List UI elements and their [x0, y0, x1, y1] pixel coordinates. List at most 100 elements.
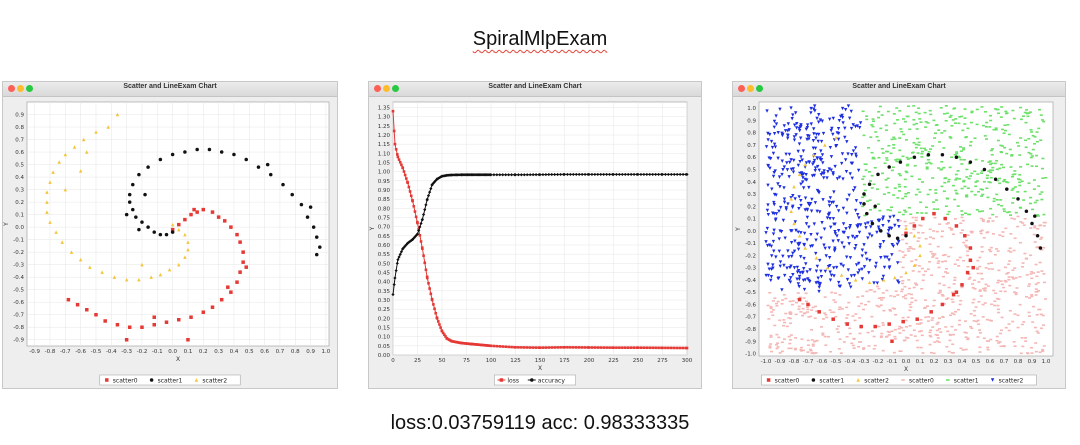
- scatter0-region-point: [794, 347, 798, 350]
- scatter1-region-point: [976, 190, 980, 193]
- scatter0-region-point: [800, 338, 804, 340]
- scatter1-point: [926, 153, 931, 157]
- scatter2-point: [88, 265, 92, 269]
- x-tick-label: -0.5: [831, 359, 842, 365]
- y-tick-label: 0.65: [378, 234, 391, 240]
- scatter0-region-point: [900, 288, 904, 291]
- scatter0-region-point: [789, 322, 793, 325]
- scatter0-region-point: [807, 316, 811, 318]
- scatter2-region-point: [846, 104, 851, 108]
- zoom-window-icon[interactable]: [756, 85, 763, 92]
- zoom-window-icon[interactable]: [392, 85, 399, 92]
- scatter0-region-point: [787, 317, 791, 319]
- scatter0-region-point: [931, 253, 935, 255]
- scatter2-region-point: [782, 200, 787, 205]
- accuracy-point: [544, 172, 548, 177]
- close-window-icon[interactable]: [8, 85, 15, 92]
- scatter2-point: [51, 170, 55, 174]
- scatter2-region-point: [819, 149, 823, 153]
- scatter2-region-point: [893, 223, 897, 228]
- scatter1-region-point: [931, 145, 935, 147]
- scatter0-region-point: [914, 216, 918, 219]
- loss-point: [621, 346, 624, 349]
- scatter2-region-point: [803, 165, 807, 169]
- scatter1-region-point: [1042, 120, 1046, 123]
- y-tick-label: 0.2: [747, 204, 756, 210]
- scatter1-region-point: [924, 120, 928, 123]
- scatter0-region-point: [901, 296, 905, 298]
- scatter0-region-point: [992, 289, 996, 292]
- minimize-window-icon[interactable]: [17, 85, 24, 92]
- scatter1-region-point: [984, 111, 988, 113]
- scatter0-region-point: [921, 279, 925, 282]
- y-tick-label: 0.4: [15, 175, 24, 181]
- scatter0-region-point: [1008, 260, 1012, 262]
- scatter1-region-point: [943, 130, 947, 132]
- scatter0-region-point: [827, 335, 831, 338]
- scatter0-region-point: [909, 293, 913, 296]
- scatter0-region-point: [1034, 288, 1038, 290]
- close-window-icon[interactable]: [738, 85, 745, 92]
- window-titlebar[interactable]: Scatter and LineExam Chart: [3, 82, 337, 97]
- x-axis-label: X: [904, 366, 908, 373]
- scatter1-region-point: [987, 170, 991, 173]
- scatter2-region-point: [844, 255, 849, 259]
- minimize-window-icon[interactable]: [383, 85, 390, 92]
- window-titlebar[interactable]: Scatter and LineExam Chart: [733, 82, 1065, 97]
- scatter0-region-point: [900, 290, 904, 293]
- scatter0-region-point: [780, 341, 784, 344]
- scatter1-region-point: [940, 132, 944, 134]
- scatter2-region-point: [797, 142, 802, 146]
- loss-point: [525, 346, 529, 349]
- scatter2-point: [177, 262, 181, 267]
- scatter0-region-point: [789, 347, 793, 350]
- scatter2-region-point: [881, 240, 886, 244]
- window-titlebar[interactable]: Scatter and LineExam Chart: [369, 82, 701, 97]
- scatter1-region-point: [945, 112, 949, 115]
- scatter1-region-point: [886, 209, 890, 211]
- scatter1-region-point: [943, 177, 947, 180]
- scatter2-region-point: [882, 265, 887, 270]
- scatter2-region-point: [771, 211, 775, 215]
- scatter0-region-point: [1042, 246, 1046, 249]
- scatter0-region-point: [854, 313, 858, 315]
- scatter2-point: [170, 222, 175, 227]
- scatter0-region-point: [995, 248, 999, 250]
- scatter0-region-point: [977, 300, 981, 303]
- scatter1-region-point: [861, 196, 865, 199]
- scatter1-region-point: [950, 124, 954, 127]
- accuracy-point: [513, 173, 518, 177]
- scatter1-region-point: [958, 116, 962, 118]
- scatter0-region-point: [806, 308, 810, 311]
- scatter1-region-point: [1018, 174, 1022, 176]
- scatter0-point: [152, 322, 156, 327]
- scatter1-region-point: [871, 120, 875, 123]
- y-tick-label: 0.7: [15, 138, 24, 144]
- scatter1-region-point: [963, 117, 967, 119]
- scatter1-region-point: [967, 213, 971, 216]
- minimize-window-icon[interactable]: [747, 85, 754, 92]
- scatter0-region-point: [821, 332, 825, 335]
- scatter2-region-point: [801, 176, 805, 180]
- y-tick-label: -0.4: [13, 275, 24, 281]
- scatter1-region-point: [975, 180, 979, 182]
- scatter1-region-point: [896, 197, 900, 199]
- scatter0-point: [912, 224, 917, 228]
- scatter0-region-point: [907, 287, 911, 290]
- scatter2-region-point: [848, 256, 853, 260]
- scatter0-region-point: [850, 342, 854, 345]
- zoom-window-icon[interactable]: [26, 85, 33, 92]
- scatter2-region-point: [854, 152, 858, 157]
- scatter0-region-point: [810, 309, 814, 311]
- scatter0-region-point: [845, 306, 849, 309]
- x-tick-label: -0.9: [29, 349, 40, 355]
- y-tick-label: -0.2: [13, 250, 24, 256]
- scatter2-region-point: [800, 158, 804, 162]
- scatter2-region-point: [789, 106, 793, 110]
- scatter2-region-point: [813, 201, 818, 205]
- scatter0-region-point: [928, 343, 932, 346]
- scatter1-point: [1030, 221, 1034, 226]
- scatter0-region-point: [964, 245, 968, 248]
- scatter0-region-point: [932, 352, 936, 355]
- close-window-icon[interactable]: [374, 85, 381, 92]
